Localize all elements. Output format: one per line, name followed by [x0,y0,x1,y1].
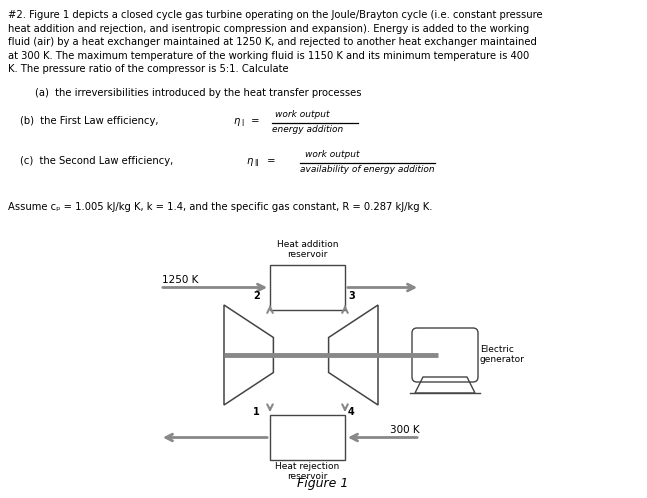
Text: =: = [264,155,276,165]
Text: =: = [248,116,259,125]
Text: Assume cₚ = 1.005 kJ/kg K, k = 1.4, and the specific gas constant, R = 0.287 kJ/: Assume cₚ = 1.005 kJ/kg K, k = 1.4, and … [8,202,432,212]
Text: η: η [246,155,252,165]
Text: 1250 K: 1250 K [162,274,199,284]
Text: Heat rejection
reservoir: Heat rejection reservoir [276,462,340,482]
Text: (c)  the Second Law efficiency,: (c) the Second Law efficiency, [20,155,177,165]
Bar [270,415,345,460]
Text: Heat addition
reservoir: Heat addition reservoir [277,240,338,259]
Text: 3: 3 [348,291,355,301]
Text: 4: 4 [348,407,355,417]
Text: K. The pressure ratio of the compressor is 5:1. Calculate: K. The pressure ratio of the compressor … [8,64,289,74]
Text: Figure 1: Figure 1 [298,477,349,490]
Text: 300 K: 300 K [390,424,420,434]
FancyBboxPatch shape [412,328,478,382]
Text: at 300 K. The maximum temperature of the working fluid is 1150 K and its minimum: at 300 K. The maximum temperature of the… [8,50,529,60]
Text: heat addition and rejection, and isentropic compression and expansion). Energy i: heat addition and rejection, and isentro… [8,23,529,33]
Text: (a)  the irreversibilities introduced by the heat transfer processes: (a) the irreversibilities introduced by … [35,88,362,98]
Text: energy addition: energy addition [272,124,344,133]
Text: work output: work output [305,149,360,158]
Text: 2: 2 [253,291,260,301]
Text: availability of energy addition: availability of energy addition [300,164,435,173]
Text: I: I [241,119,243,127]
Text: η: η [233,116,239,125]
Text: fluid (air) by a heat exchanger maintained at 1250 K, and rejected to another he: fluid (air) by a heat exchanger maintain… [8,37,537,47]
Bar [270,265,345,310]
Text: 1: 1 [253,407,260,417]
Text: Electric
generator: Electric generator [480,345,525,365]
Text: work output: work output [275,110,329,119]
Text: (b)  the First Law efficiency,: (b) the First Law efficiency, [20,116,162,125]
Text: #2. Figure 1 depicts a closed cycle gas turbine operating on the Joule/Brayton c: #2. Figure 1 depicts a closed cycle gas … [8,10,543,20]
Text: II: II [254,158,259,167]
